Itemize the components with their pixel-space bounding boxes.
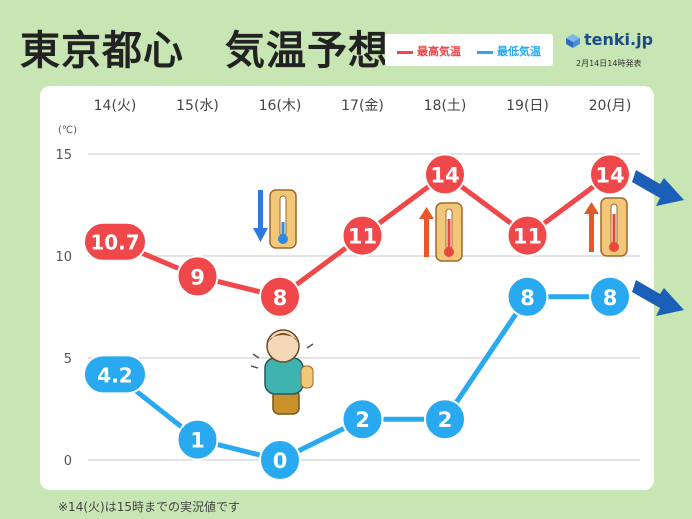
thermometer-level [612, 214, 616, 244]
footnote: ※14(火)は15時までの実況値です [58, 500, 240, 514]
y-unit-label: (℃) [58, 125, 77, 136]
x-tick-label: 14(火) [94, 98, 137, 114]
issued-time: 2月14日14時発表 [576, 59, 642, 68]
data-marker-high [176, 255, 219, 298]
data-label-low: 1 [190, 429, 205, 453]
data-marker-low [341, 398, 384, 441]
person-face [266, 329, 300, 363]
data-marker-high [259, 275, 301, 318]
thermometer-bulb [609, 242, 619, 252]
data-label-high: 11 [348, 225, 377, 249]
data-marker-low [424, 398, 466, 441]
data-label-high: 10.7 [90, 231, 139, 255]
data-marker-high [424, 153, 466, 196]
y-tick-label: 5 [64, 352, 72, 367]
data-marker-high [83, 221, 147, 262]
thermometer-bulb [278, 234, 288, 244]
data-marker-high [506, 214, 549, 257]
brand-logo: tenki.jp [565, 30, 653, 49]
thermometer-level [281, 222, 285, 236]
thermometer-up-icon [419, 202, 463, 262]
data-label-low: 0 [273, 449, 288, 473]
data-marker-high [341, 214, 384, 257]
chart-title: 東京都心 気温予想 [20, 28, 389, 74]
cube-logo-icon [566, 33, 580, 48]
arrow-shaft [589, 214, 594, 252]
y-tick-label: 15 [55, 148, 72, 163]
data-label-high: 8 [273, 286, 288, 310]
decoration-layer [250, 170, 684, 415]
x-tick-label: 16(木) [259, 98, 302, 114]
data-marker-low [83, 354, 147, 395]
thermometer-up-icon [584, 197, 628, 257]
arrow-head [419, 207, 434, 219]
trend-arrow-icon [632, 280, 684, 316]
arrow-shaft [424, 219, 429, 257]
data-marker-low [176, 418, 219, 461]
shiver-marks [250, 343, 314, 369]
legend-item-low: 最低気温 [477, 43, 541, 59]
person-hair [267, 333, 299, 344]
arrow-head [253, 228, 268, 242]
thermometer-down-icon [253, 189, 297, 249]
trend-arrow-icon [632, 170, 684, 206]
x-tick-label: 18(土) [424, 98, 467, 114]
data-marker-high [589, 153, 631, 196]
legend-swatch-high [397, 50, 413, 54]
legend-label-high: 最高気温 [417, 45, 461, 58]
data-label-high: 9 [190, 265, 205, 289]
y-tick-label: 10 [55, 250, 72, 265]
thermometer-level [447, 219, 451, 249]
arrow-head [584, 202, 599, 214]
data-label-low: 8 [520, 286, 535, 310]
x-tick-label: 20(月) [589, 98, 632, 114]
legend-item-high: 最高気温 [397, 43, 461, 59]
y-tick-label: 0 [64, 454, 72, 469]
brand-name: tenki.jp [584, 30, 654, 49]
x-tick-label: 17(金) [341, 98, 384, 114]
legend: 最高気温 最低気温 [385, 34, 553, 66]
legend-label-low: 最低気温 [497, 45, 541, 58]
cold-person-illustration [250, 329, 314, 415]
data-label-high: 14 [430, 163, 459, 187]
data-label-low: 4.2 [97, 363, 132, 387]
x-tick-label: 15(水) [176, 98, 219, 114]
legend-swatch-low [477, 50, 493, 54]
axis-layer: 0 5 10 15 (℃) 14(火) 15(水) 16(木) 17(金) 18(土) 19(日) 2… [55, 98, 631, 469]
data-label-low: 8 [603, 286, 618, 310]
data-marker-low [506, 275, 549, 318]
data-marker-low [259, 439, 301, 481]
data-label-high: 14 [595, 163, 624, 187]
x-tick-label: 19(日) [506, 98, 549, 114]
data-label-low: 2 [355, 408, 370, 432]
thermometer-bulb [444, 247, 454, 257]
arrow-shaft [258, 190, 263, 230]
data-label-high: 11 [513, 225, 542, 249]
data-marker-low [589, 275, 631, 318]
person-body [264, 357, 304, 395]
person-bag [300, 365, 314, 389]
series-layer: 10.7 9 8 11 14 11 14 4.2 1 0 2 2 8 8 [83, 153, 631, 481]
data-label-low: 2 [438, 408, 453, 432]
